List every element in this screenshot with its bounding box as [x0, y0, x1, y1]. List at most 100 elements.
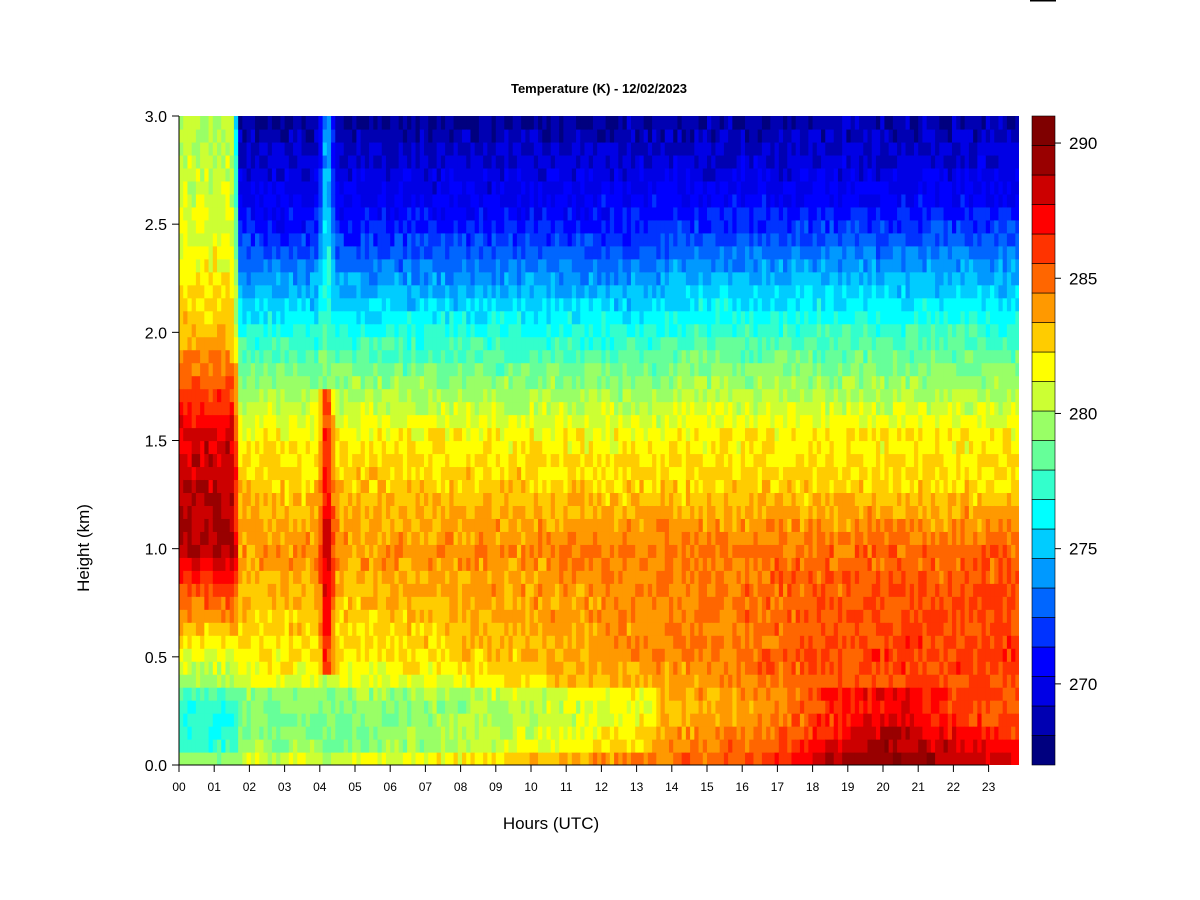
heatmap-cell [238, 336, 243, 351]
heatmap-cell [407, 440, 412, 455]
heatmap-cell [208, 635, 214, 649]
heatmap-cell [432, 180, 438, 195]
heatmap-cell [508, 271, 514, 286]
heatmap-cell [580, 414, 586, 429]
heatmap-cell [284, 466, 290, 481]
heatmap-cell [576, 635, 581, 649]
heatmap-cell [339, 518, 345, 532]
heatmap-cell [487, 518, 493, 532]
heatmap-cell [187, 570, 193, 584]
heatmap-cell [419, 739, 425, 753]
heatmap-cell [377, 492, 383, 506]
heatmap-cell [462, 648, 467, 662]
heatmap-cell [255, 258, 260, 273]
heatmap-cell [225, 557, 231, 571]
heatmap-cell [542, 479, 548, 494]
heatmap-cell [419, 297, 425, 312]
heatmap-cell [445, 128, 450, 143]
heatmap-cell [259, 739, 265, 753]
heatmap-cell [415, 726, 421, 740]
heatmap-cell [288, 414, 294, 429]
heatmap-cell [280, 336, 286, 351]
heatmap-cell [521, 466, 526, 481]
heatmap-cell [394, 674, 400, 688]
heatmap-cell [221, 180, 227, 195]
heatmap-cell [322, 297, 328, 312]
heatmap-cell [217, 206, 222, 221]
heatmap-cell [538, 362, 543, 377]
heatmap-cell [445, 193, 450, 208]
heatmap-cell [259, 401, 265, 416]
heatmap-cell [529, 323, 535, 338]
heatmap-cell [233, 323, 239, 338]
heatmap-cell [255, 479, 260, 494]
heatmap-cell [305, 518, 311, 532]
heatmap-cell [364, 687, 370, 701]
heatmap-cell [293, 609, 298, 623]
heatmap-cell [360, 713, 366, 727]
heatmap-cell [221, 414, 227, 429]
heatmap-cell [487, 752, 493, 765]
heatmap-cell [343, 492, 349, 506]
heatmap-cell [554, 180, 560, 195]
heatmap-cell [466, 674, 472, 688]
heatmap-cell [183, 232, 189, 247]
heatmap-cell [221, 193, 227, 208]
heatmap-cell [533, 206, 539, 221]
heatmap-cell [187, 531, 193, 545]
heatmap-cell [428, 180, 434, 195]
heatmap-cell [314, 570, 319, 584]
heatmap-cell [478, 297, 484, 312]
heatmap-cell [221, 518, 227, 532]
heatmap-cell [373, 518, 379, 532]
heatmap-cell [423, 518, 429, 532]
heatmap-cell [326, 336, 332, 351]
heatmap-cell [462, 284, 467, 299]
heatmap-cell [457, 245, 463, 260]
heatmap-cell [411, 661, 417, 675]
heatmap-cell [229, 687, 235, 701]
heatmap-cell [233, 479, 239, 494]
heatmap-cell [495, 583, 501, 597]
heatmap-cell [559, 193, 564, 208]
heatmap-cell [221, 128, 227, 143]
heatmap-cell [343, 401, 349, 416]
heatmap-cell [204, 245, 210, 260]
heatmap-cell [533, 752, 539, 765]
heatmap-cell [538, 336, 543, 351]
heatmap-cell [381, 674, 387, 688]
heatmap-cell [453, 284, 459, 299]
heatmap-cell [255, 141, 260, 156]
heatmap-cell [588, 492, 594, 506]
heatmap-cell [576, 284, 581, 299]
heatmap-cell [402, 310, 408, 325]
heatmap-cell [238, 232, 243, 247]
heatmap-cell [200, 375, 205, 390]
heatmap-cell [242, 180, 248, 195]
heatmap-cell [542, 414, 548, 429]
heatmap-cell [415, 427, 421, 442]
heatmap-cell [217, 336, 222, 351]
heatmap-cell [212, 713, 218, 727]
heatmap-cell [487, 492, 493, 506]
heatmap-cell [229, 479, 235, 494]
heatmap-cell [428, 635, 434, 649]
heatmap-cell [284, 674, 290, 688]
heatmap-cell [592, 596, 598, 610]
heatmap-cell [326, 479, 332, 494]
heatmap-cell [259, 128, 265, 143]
heatmap-cell [305, 323, 311, 338]
heatmap-cell [318, 206, 324, 221]
heatmap-cell [445, 206, 450, 221]
heatmap-cell [246, 570, 252, 584]
heatmap-cell [411, 310, 417, 325]
heatmap-cell [280, 531, 286, 545]
heatmap-cell [516, 726, 522, 740]
heatmap-cell [369, 544, 374, 558]
heatmap-cell [233, 427, 239, 442]
heatmap-cell [411, 193, 417, 208]
heatmap-cell [563, 167, 569, 182]
heatmap-cell [335, 128, 341, 143]
heatmap-cell [208, 544, 214, 558]
heatmap-cell [267, 713, 273, 727]
